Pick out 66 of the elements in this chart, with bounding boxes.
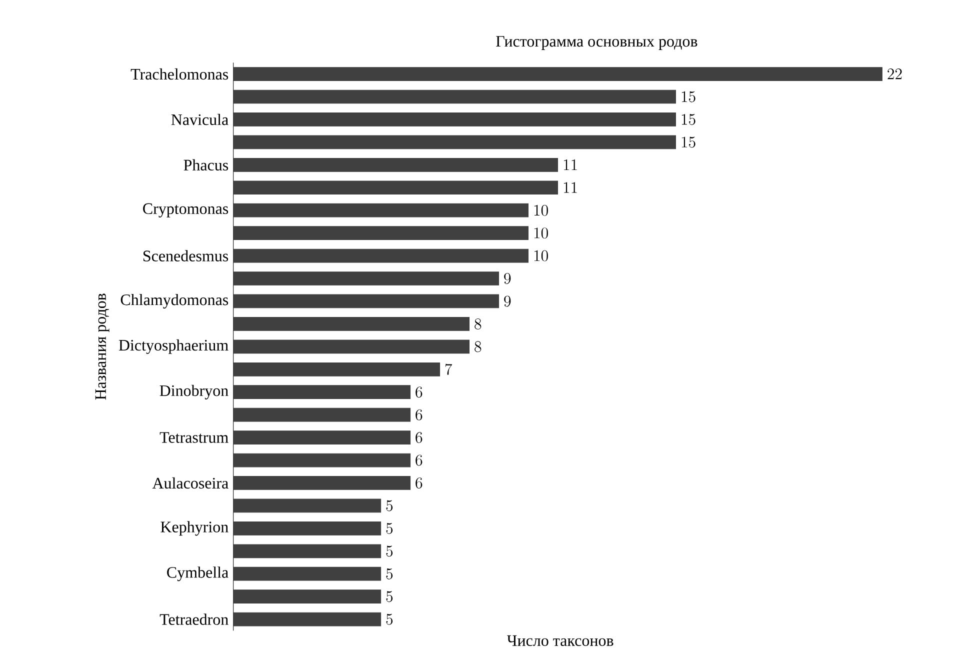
bar [233, 135, 676, 150]
data-label: 8 [474, 341, 482, 352]
data-label: 10 [534, 204, 548, 216]
data-label: 9 [504, 296, 511, 307]
bar [233, 453, 411, 468]
data-label: 6 [416, 386, 422, 398]
bar [233, 90, 676, 104]
bar [233, 566, 382, 581]
data-label: 8 [474, 318, 482, 330]
bar [233, 430, 411, 444]
bar [233, 112, 676, 126]
bar [233, 67, 882, 81]
bar [233, 408, 411, 422]
data-label: 22 [888, 68, 902, 80]
bar [233, 248, 529, 263]
bar [233, 362, 440, 376]
data-label: 6 [416, 409, 422, 420]
y-tick-label: Dinobryon [160, 384, 228, 400]
data-label: 6 [416, 477, 422, 488]
x-axis-title: Число таксонов [507, 635, 614, 646]
data-label: 5 [386, 568, 393, 580]
data-label: 5 [386, 591, 393, 602]
data-label: 10 [534, 228, 548, 239]
y-tick-label: Tetrastrum [160, 432, 228, 443]
chart-title: Гистограмма основных родов [496, 36, 698, 50]
data-label: 11 [564, 182, 577, 193]
data-label: 10 [534, 250, 548, 262]
data-label: 5 [386, 522, 393, 534]
data-label: 6 [416, 432, 422, 444]
bar [233, 476, 411, 490]
data-label: 5 [386, 546, 393, 557]
y-tick-label: Trachelomonas [130, 68, 228, 80]
bar [233, 203, 529, 218]
data-label: 6 [416, 454, 422, 466]
bar [233, 340, 470, 354]
y-tick-label: Kephyrion [160, 521, 228, 536]
data-label: 11 [564, 159, 577, 170]
bar [233, 317, 470, 331]
y-tick-label: Phacus [184, 159, 228, 171]
data-label: 5 [386, 500, 393, 512]
data-label: 5 [386, 614, 393, 625]
bar [233, 498, 382, 513]
bar [233, 180, 558, 195]
bar [233, 294, 500, 308]
y-tick-label: Dictyosphaerium [118, 339, 228, 354]
y-tick-label: Cryptomonas [143, 203, 228, 218]
y-axis-title: Названия родов [95, 294, 110, 400]
data-label: 7 [445, 364, 452, 375]
y-tick-label: Cymbella [167, 566, 228, 582]
bar [233, 272, 500, 286]
bar [233, 158, 558, 172]
y-tick-label: Tetraedron [160, 614, 228, 625]
bar [233, 521, 382, 536]
y-tick-label: Scenedesmus [143, 250, 228, 262]
y-tick-label: Chlamydomonas [120, 294, 228, 308]
bar [233, 385, 411, 400]
data-label: 15 [682, 114, 696, 125]
bar [233, 544, 382, 558]
data-label: 9 [504, 273, 511, 284]
data-label: 15 [682, 91, 696, 102]
bar [233, 612, 382, 626]
y-tick-label: Aulacoseira [152, 477, 228, 489]
data-label: 15 [682, 136, 696, 148]
y-tick-label: Navicula [171, 114, 228, 126]
bar [233, 226, 529, 240]
bar [233, 590, 382, 604]
